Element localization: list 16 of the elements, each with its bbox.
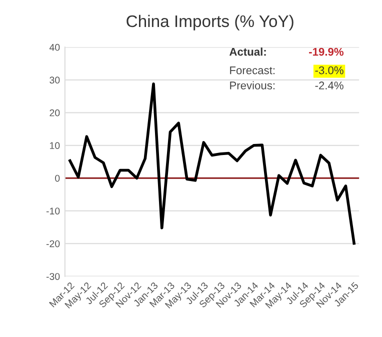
y-tick-label: 20 <box>50 109 60 116</box>
y-tick-label: 40 <box>49 44 60 51</box>
annotation: Previous: <box>230 81 274 90</box>
annotation: Actual: <box>229 48 266 56</box>
y-tick-label: 0 <box>55 174 60 182</box>
y-tick-label: 10 <box>50 142 60 150</box>
annotation: -2.4% <box>315 82 344 90</box>
line-series <box>68 82 356 245</box>
annotation: -3.0% <box>315 66 344 74</box>
y-tick-label: -10 <box>46 208 60 214</box>
y-tick-label: 30 <box>50 76 60 84</box>
annotation: Forecast: <box>230 66 274 74</box>
y-tick-label: -30 <box>46 273 60 280</box>
y-tick-label: -20 <box>46 240 60 248</box>
chart-title: China Imports (% YoY) <box>126 14 294 30</box>
annotation: -19.9% <box>309 48 344 56</box>
